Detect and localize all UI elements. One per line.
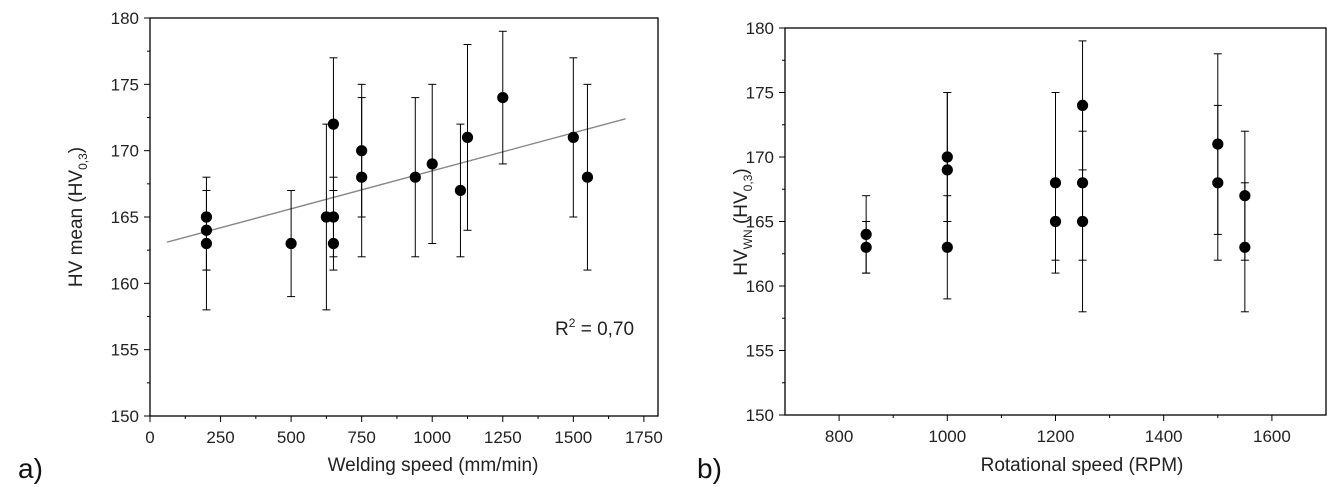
- trendline-a: [166, 118, 626, 243]
- y-tick-label-a: 150: [111, 407, 139, 426]
- error-bars-b: [862, 40, 1249, 313]
- data-point-b: [860, 228, 872, 240]
- axis-ticks-b: 800 1000 1200 1400 1600 150 155 160 165 170 175 180: [746, 19, 1291, 446]
- y-tick-label-a: 180: [111, 9, 139, 28]
- r-squared-value: = 0,70: [575, 319, 634, 340]
- data-point-a: [356, 171, 368, 183]
- y-tick-label-b: 155: [746, 342, 774, 361]
- x-tick-label-a: 1750: [625, 428, 663, 447]
- panel-label-b: b): [697, 453, 722, 484]
- data-point-a: [327, 118, 340, 130]
- chart-panel-a: 0 250 500 750 1000 1250 1500 1750 150 155 160 165 17…: [18, 9, 663, 484]
- data-point-b: [941, 164, 953, 176]
- y-axis-label-b-mid: (HV: [731, 191, 752, 229]
- x-tick-label-b: 1000: [928, 427, 966, 446]
- data-point-a: [409, 171, 421, 183]
- x-tick-label-b: 800: [825, 427, 853, 446]
- trendline-a: [166, 118, 626, 243]
- data-point-a: [285, 237, 297, 250]
- y-tick-label-a: 175: [111, 75, 139, 94]
- y-axis-label-a-sub: 0,3: [76, 153, 90, 170]
- y-axis-label-b-sub2: 0,3: [741, 174, 755, 191]
- data-point-b: [941, 241, 953, 253]
- data-point-b: [1076, 177, 1089, 189]
- data-point-a: [327, 237, 340, 250]
- data-point-b: [1049, 215, 1062, 228]
- r-squared-prefix: R: [555, 319, 569, 340]
- y-tick-label-a: 165: [111, 208, 139, 227]
- y-tick-label-b: 150: [746, 406, 774, 425]
- data-point-b: [1239, 190, 1251, 202]
- data-point-a: [454, 184, 467, 197]
- panel-label-a: a): [18, 453, 43, 484]
- data-points-a: [200, 92, 594, 250]
- error-bars-a: [202, 30, 592, 311]
- data-point-a: [567, 131, 579, 143]
- y-axis-label-b-main: HV: [731, 249, 752, 276]
- data-point-b: [1076, 215, 1089, 228]
- x-axis-label-b: Rotational speed (RPM): [981, 455, 1184, 476]
- axis-ticks-a: 0 250 500 750 1000 1250 1500 1750 150 155 160 165 17…: [111, 9, 663, 447]
- x-tick-label-a: 750: [347, 428, 375, 447]
- x-axis-label-a: Welding speed (mm/min): [328, 455, 539, 476]
- data-point-b: [941, 151, 953, 163]
- y-tick-label-a: 155: [111, 341, 139, 360]
- data-point-a: [581, 171, 594, 183]
- data-point-a: [200, 211, 213, 223]
- data-point-a: [200, 237, 213, 250]
- y-axis-label-a: HV mean (HV0,3): [66, 147, 90, 287]
- y-axis-label-a-close: ): [66, 147, 87, 153]
- data-point-b: [860, 241, 872, 253]
- data-points-b: [860, 99, 1251, 253]
- y-tick-label-b: 160: [746, 277, 774, 296]
- y-axis-label-b: HVWN (HV0,3): [731, 168, 755, 275]
- y-tick-label-a: 170: [111, 142, 139, 161]
- y-tick-label-b: 165: [746, 213, 774, 232]
- x-tick-label-b: 1200: [1037, 427, 1075, 446]
- data-point-a: [327, 211, 340, 223]
- data-point-a: [356, 145, 368, 157]
- y-tick-label-b: 175: [746, 84, 774, 103]
- x-tick-label-a: 1250: [484, 428, 522, 447]
- data-point-b: [1239, 241, 1251, 253]
- data-point-b: [1049, 177, 1062, 189]
- r-squared-annotation: R2 = 0,70: [555, 316, 634, 340]
- data-point-b: [1076, 99, 1089, 111]
- x-tick-label-b: 1600: [1253, 427, 1291, 446]
- x-tick-label-b: 1400: [1145, 427, 1183, 446]
- data-point-a: [497, 92, 509, 104]
- data-point-a: [200, 224, 213, 236]
- y-tick-label-b: 180: [746, 19, 774, 38]
- x-tick-label-a: 500: [277, 428, 305, 447]
- chart-panel-b: 800 1000 1200 1400 1600 150 155 160 165 170 175 180…: [697, 19, 1327, 484]
- x-tick-label-a: 0: [145, 428, 154, 447]
- x-tick-label-a: 1500: [554, 428, 592, 447]
- y-tick-label-b: 170: [746, 148, 774, 167]
- y-axis-label-a-main: HV mean (HV: [66, 170, 87, 288]
- data-point-b: [1212, 177, 1224, 189]
- data-point-a: [426, 158, 438, 170]
- plot-frame-a: [149, 17, 659, 417]
- r-squared-sup: 2: [569, 316, 576, 330]
- data-point-a: [461, 131, 474, 143]
- y-axis-label-b-sub1: WN: [741, 229, 755, 249]
- x-tick-label-a: 1000: [413, 428, 451, 447]
- y-axis-label-b-close: ): [731, 168, 752, 174]
- data-point-b: [1212, 138, 1224, 150]
- x-tick-label-a: 250: [206, 428, 234, 447]
- y-tick-label-a: 160: [111, 274, 139, 293]
